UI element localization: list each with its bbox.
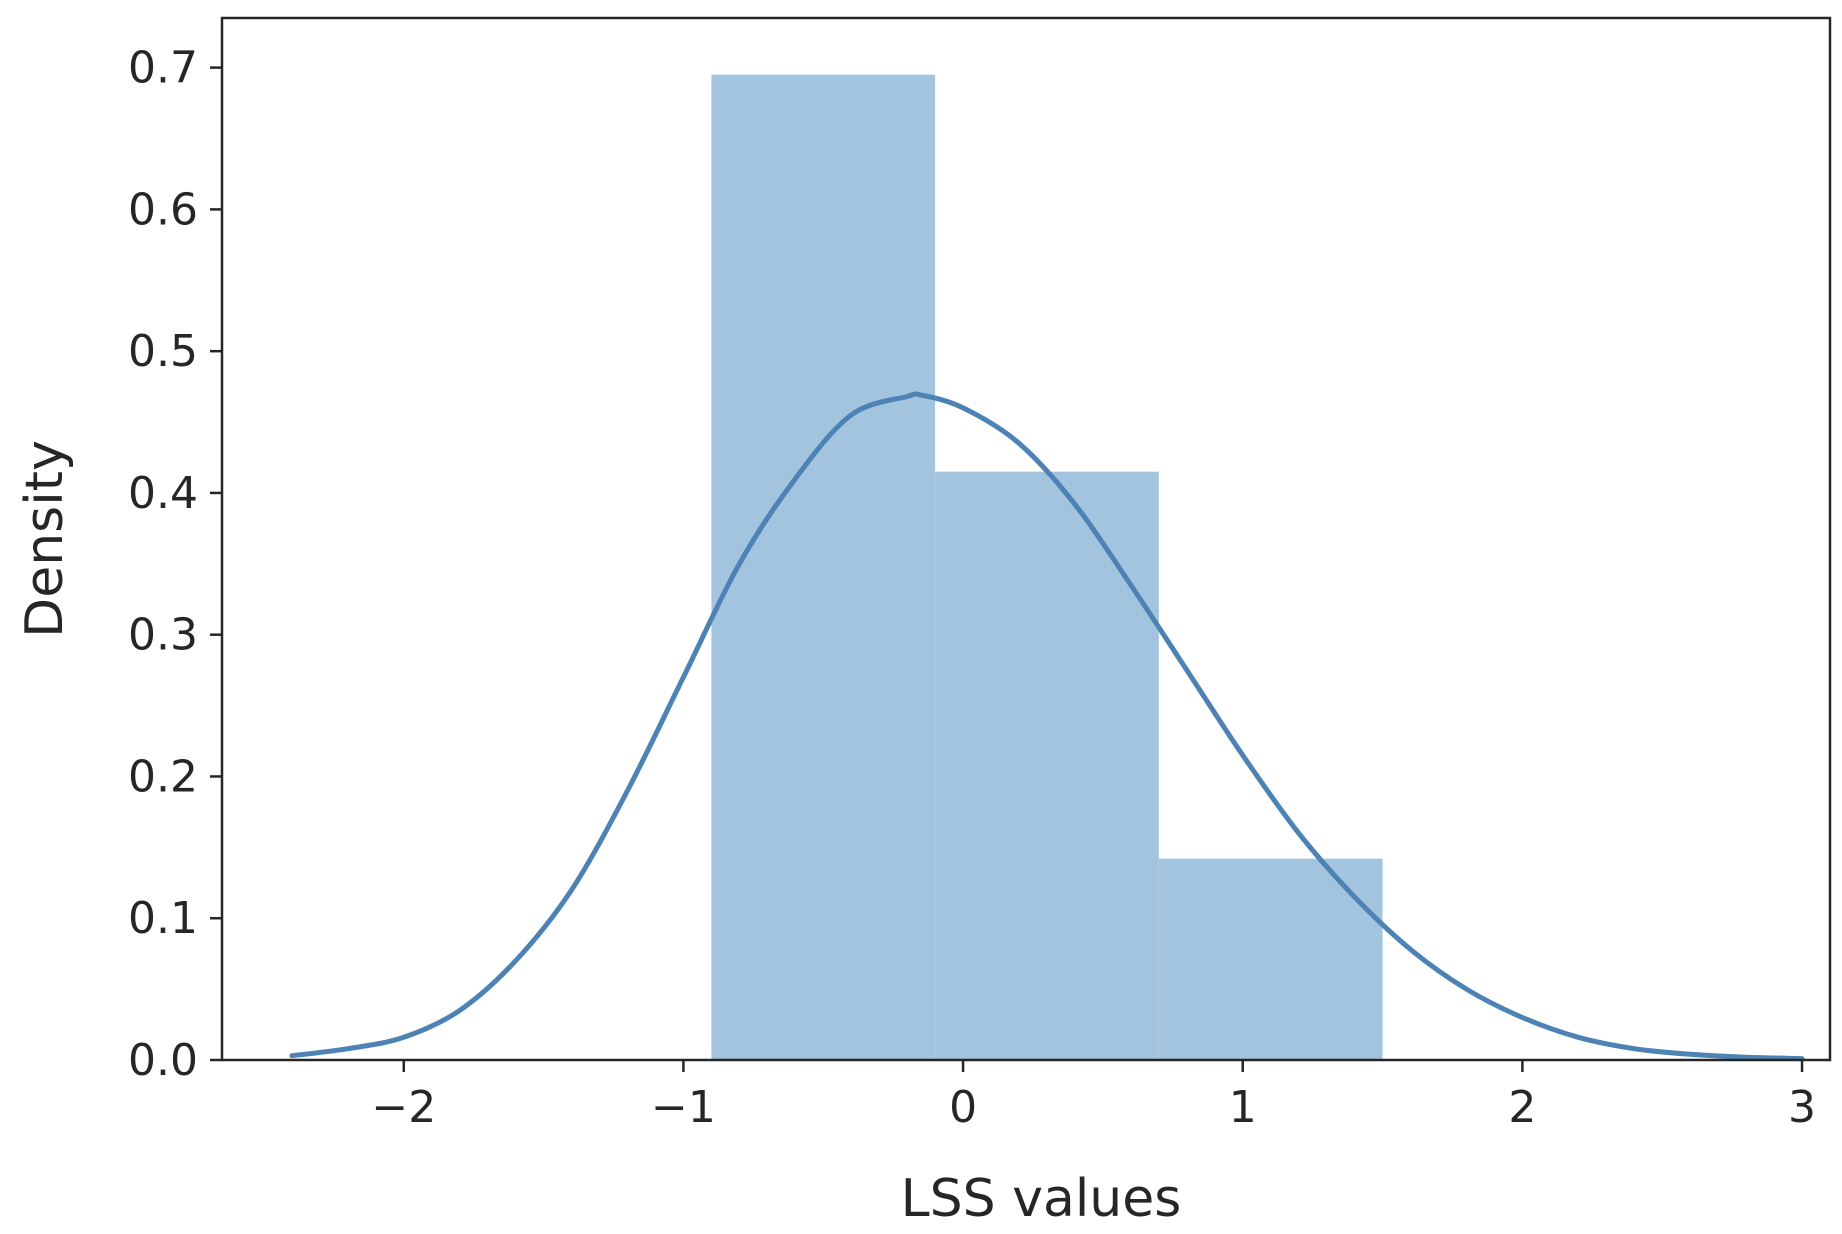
x-tick-label: 2 bbox=[1508, 1082, 1536, 1133]
histogram-bar bbox=[1158, 858, 1383, 1060]
histogram-bar bbox=[711, 74, 936, 1061]
x-axis-ticks: −2 −1 0 1 2 3 bbox=[371, 1060, 1816, 1133]
y-tick-label: 0.1 bbox=[128, 893, 198, 944]
x-tick-label: 0 bbox=[949, 1082, 977, 1133]
y-tick-label: 0.4 bbox=[128, 468, 198, 519]
y-axis-ticks: 0.0 0.1 0.2 0.3 0.4 0.5 0.6 0.7 bbox=[128, 43, 222, 1086]
kde-curve bbox=[289, 391, 1805, 1062]
y-tick-label: 0.7 bbox=[128, 43, 198, 94]
plot-frame bbox=[220, 16, 1832, 1062]
y-tick-label: 0.0 bbox=[128, 1035, 198, 1086]
x-tick-label: −2 bbox=[371, 1082, 436, 1133]
y-tick-label: 0.5 bbox=[128, 326, 198, 377]
x-tick-label: 1 bbox=[1229, 1082, 1257, 1133]
histogram-bar bbox=[935, 471, 1159, 1060]
y-tick-label: 0.2 bbox=[128, 751, 198, 802]
x-tick-label: 3 bbox=[1788, 1082, 1816, 1133]
histogram-bars bbox=[711, 74, 1383, 1061]
x-axis-label: LSS values bbox=[901, 1169, 1182, 1229]
y-tick-label: 0.3 bbox=[128, 610, 198, 661]
x-tick-label: −1 bbox=[651, 1082, 716, 1133]
y-axis-label: Density bbox=[15, 440, 75, 638]
y-tick-label: 0.6 bbox=[128, 184, 198, 235]
